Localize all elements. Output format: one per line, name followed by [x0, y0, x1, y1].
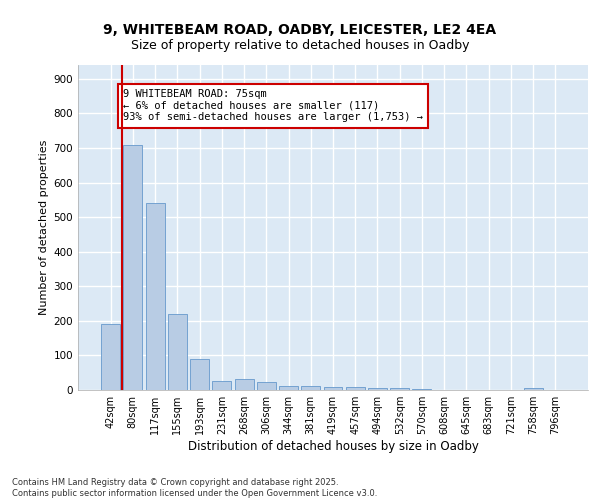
Text: Size of property relative to detached houses in Oadby: Size of property relative to detached ho… [131, 39, 469, 52]
Bar [524, 388, 542, 390]
Bar [190, 359, 209, 390]
Bar [101, 324, 120, 390]
Bar [346, 387, 365, 390]
Text: 9 WHITEBEAM ROAD: 75sqm
← 6% of detached houses are smaller (117)
93% of semi-de: 9 WHITEBEAM ROAD: 75sqm ← 6% of detached… [123, 89, 423, 122]
Text: Contains HM Land Registry data © Crown copyright and database right 2025.
Contai: Contains HM Land Registry data © Crown c… [12, 478, 377, 498]
X-axis label: Distribution of detached houses by size in Oadby: Distribution of detached houses by size … [188, 440, 478, 453]
Bar [323, 386, 343, 390]
Bar [279, 386, 298, 390]
Bar [235, 379, 254, 390]
Text: 9, WHITEBEAM ROAD, OADBY, LEICESTER, LE2 4EA: 9, WHITEBEAM ROAD, OADBY, LEICESTER, LE2… [103, 22, 497, 36]
Bar [257, 382, 276, 390]
Bar [412, 388, 431, 390]
Bar [124, 144, 142, 390]
Bar [168, 314, 187, 390]
Y-axis label: Number of detached properties: Number of detached properties [40, 140, 49, 315]
Bar [146, 204, 164, 390]
Bar [390, 388, 409, 390]
Bar [212, 382, 231, 390]
Bar [368, 388, 387, 390]
Bar [301, 386, 320, 390]
